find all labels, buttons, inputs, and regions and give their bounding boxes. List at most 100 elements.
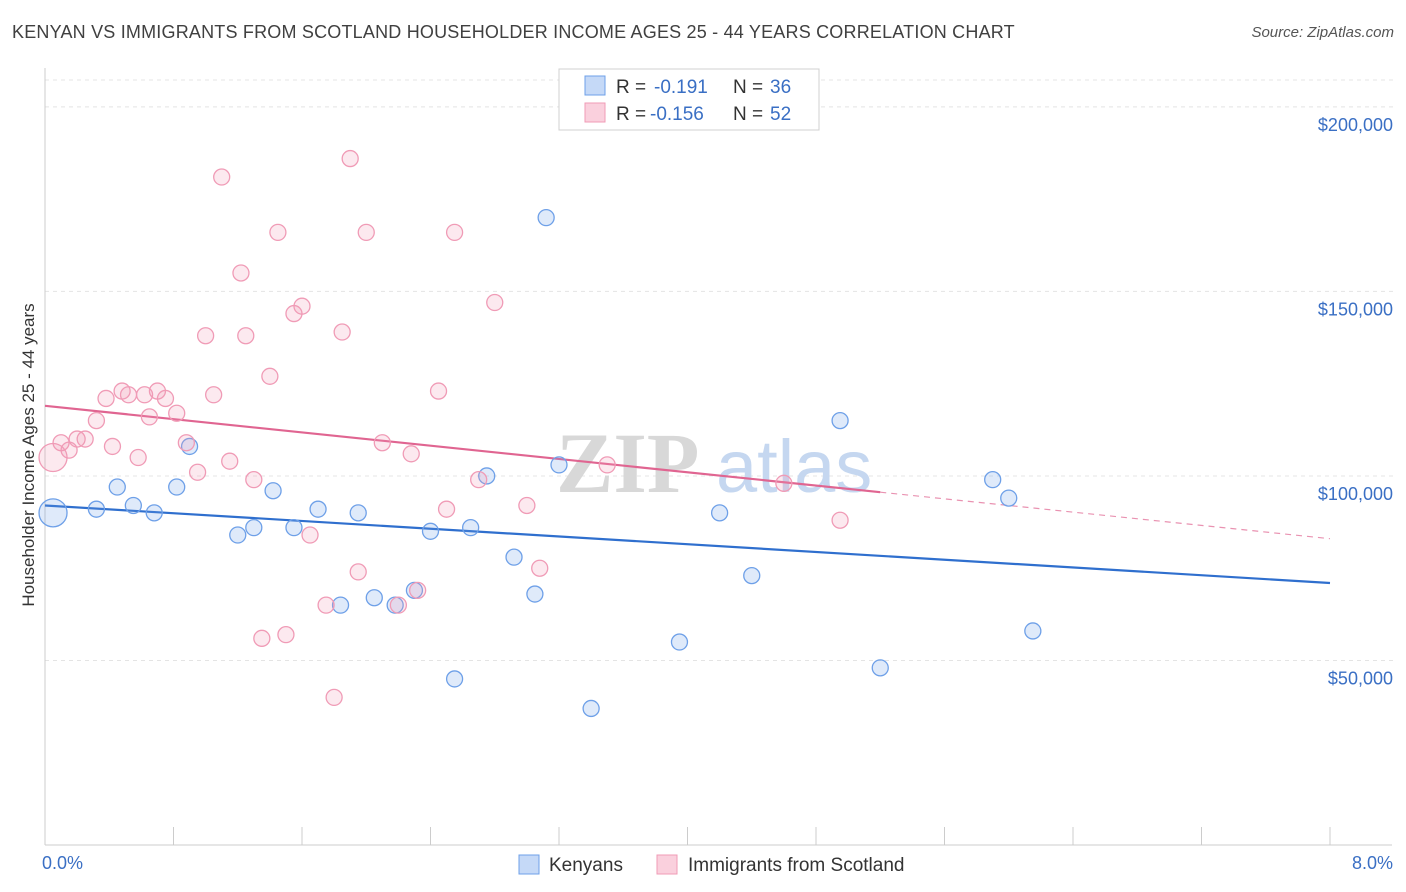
legend-pink-n-value: 52 — [770, 104, 791, 125]
legend-blue-r-label: R = — [616, 77, 646, 98]
kenyan-point-23 — [537, 208, 555, 227]
scotland-point-43 — [437, 500, 456, 518]
scotland-point-32 — [317, 596, 335, 614]
kenyan-point-24 — [550, 456, 568, 474]
scotland-point-16 — [177, 434, 196, 452]
bottom-legend-pink-swatch — [656, 854, 678, 875]
bottom-legend: Kenyans Immigrants from Scotland — [518, 854, 904, 876]
scotland-point-26 — [261, 367, 279, 385]
scotland-point-49 — [598, 456, 616, 474]
kenyan-point-17 — [421, 522, 440, 540]
kenyan-point-1 — [87, 500, 106, 518]
legend-pink-n-label: N = — [733, 104, 763, 125]
x-tick-label-1: 8.0% — [1352, 853, 1393, 873]
trend-line-1-solid — [44, 404, 881, 494]
scotland-point-50 — [775, 474, 793, 492]
kenyan-point-8 — [245, 518, 263, 537]
scotland-point-17 — [188, 463, 207, 481]
kenyan-point-19 — [462, 518, 480, 537]
scotland-point-20 — [213, 168, 231, 186]
scotland-point-51 — [831, 511, 849, 529]
kenyan-point-30 — [871, 659, 889, 677]
scotland-point-35 — [341, 149, 359, 168]
scotland-point-28 — [277, 625, 295, 644]
scotland-point-36 — [349, 563, 367, 581]
trend-line-1-dashed — [880, 491, 1331, 540]
data-points — [38, 149, 1042, 718]
y-tick-label-3: $200,000 — [1318, 115, 1393, 135]
y-tick-label-0: $50,000 — [1328, 668, 1393, 688]
scotland-point-21 — [221, 452, 239, 470]
scotland-point-4 — [76, 430, 94, 448]
scotland-point-25 — [253, 629, 271, 647]
kenyan-point-14 — [365, 589, 383, 607]
scotland-point-42 — [429, 382, 448, 400]
scotland-point-48 — [531, 559, 549, 577]
scotland-point-22 — [232, 264, 250, 282]
scotland-point-30 — [293, 297, 311, 315]
scotland-point-11 — [135, 386, 154, 404]
kenyan-point-10 — [285, 518, 303, 537]
scotland-point-44 — [445, 223, 464, 242]
legend-blue-n-label: N = — [733, 77, 763, 98]
kenyan-point-21 — [505, 548, 523, 566]
scotland-point-12 — [140, 408, 159, 426]
trend-line-0 — [44, 504, 1331, 585]
kenyan-point-12 — [331, 596, 350, 614]
scotland-point-24 — [245, 470, 263, 489]
watermark-atlas: atlas — [716, 425, 872, 508]
kenyan-point-13 — [349, 504, 367, 522]
kenyan-point-26 — [670, 633, 689, 651]
legend-pink-swatch — [584, 102, 606, 123]
bottom-legend-blue-swatch — [518, 854, 540, 875]
scotland-point-39 — [389, 596, 408, 614]
watermark-zip: ZIP — [556, 415, 699, 511]
legend-box: R = -0.191 N = 36 R = -0.156 N = 52 — [558, 68, 820, 131]
kenyan-point-25 — [582, 699, 600, 718]
kenyan-point-3 — [124, 496, 142, 515]
legend-pink-r-value: -0.156 — [650, 104, 704, 125]
scotland-point-34 — [333, 323, 351, 341]
legend-blue-n-value: 36 — [770, 77, 791, 98]
legend-blue-r-value: -0.191 — [654, 77, 708, 98]
kenyan-point-11 — [309, 500, 327, 518]
watermark: ZIP atlas — [556, 415, 872, 511]
kenyan-point-5 — [168, 478, 186, 496]
scotland-point-33 — [325, 688, 343, 707]
scotland-point-5 — [87, 411, 106, 430]
scotland-point-10 — [129, 448, 147, 467]
scotland-point-31 — [301, 526, 319, 544]
kenyan-point-4 — [145, 504, 163, 522]
grid-lines — [45, 79, 1395, 661]
kenyan-point-29 — [831, 411, 849, 430]
kenyan-point-31 — [984, 470, 1002, 489]
scotland-point-18 — [196, 327, 215, 345]
kenyan-point-7 — [229, 526, 247, 544]
kenyan-point-18 — [445, 670, 464, 688]
scotland-point-23 — [237, 327, 255, 345]
scotland-point-38 — [373, 434, 391, 452]
axes — [44, 68, 1392, 846]
kenyan-point-33 — [1024, 622, 1042, 640]
scotland-point-9 — [119, 386, 138, 404]
chart-title: KENYAN VS IMMIGRANTS FROM SCOTLAND HOUSE… — [12, 22, 1015, 42]
kenyan-point-28 — [743, 566, 761, 585]
scotland-point-37 — [357, 223, 375, 242]
y-tick-label-2: $150,000 — [1318, 299, 1393, 319]
y-axis-title: Householder Income Ages 25 - 44 years — [19, 303, 38, 606]
legend-blue-swatch — [584, 75, 606, 96]
scotland-point-27 — [269, 223, 287, 242]
scotland-point-15 — [168, 404, 186, 422]
scotland-point-41 — [408, 581, 427, 600]
kenyan-point-20 — [478, 467, 496, 485]
y-tick-label-1: $100,000 — [1318, 484, 1393, 504]
tick-labels: $50,000 $100,000 $150,000 $200,000 0.0% 8.0% — [42, 115, 1393, 873]
kenyan-point-32 — [1000, 489, 1018, 507]
scotland-point-47 — [518, 496, 536, 515]
scotland-point-19 — [205, 386, 223, 404]
kenyan-point-2 — [108, 478, 126, 496]
trend-lines — [44, 404, 1331, 585]
scotland-point-7 — [103, 437, 122, 456]
x-tick-label-0: 0.0% — [42, 853, 83, 873]
